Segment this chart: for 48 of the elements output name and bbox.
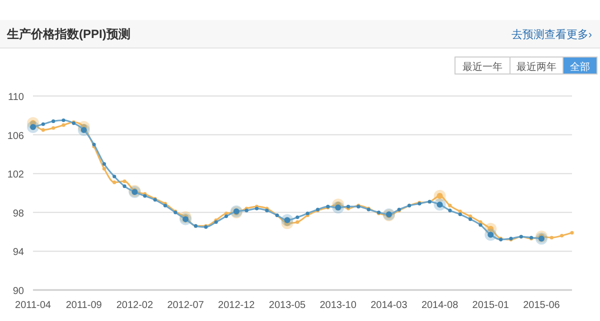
point [296,220,300,224]
point [448,208,452,212]
point [468,214,472,218]
point [102,166,106,171]
point [122,184,126,188]
x-tick-label: 2012-12 [218,300,256,311]
button: 全部 [562,56,598,74]
x-tick-label: 2014-08 [421,300,459,311]
point [224,214,228,218]
y-tick-label: 90 [12,286,24,297]
point [224,212,228,216]
x-tick-label: 2014-03 [370,300,408,311]
point [570,230,574,235]
y-tick-label: 110 [8,92,24,103]
y-tick-label: 106 [7,130,24,142]
x-tick-label: 2013-05 [268,300,306,311]
text: 去预测查看更多› [511,28,592,41]
button: 最近两年 [510,56,564,74]
x-tick-label: 2015-01 [472,300,510,311]
point [41,122,45,126]
y-tick-label: 98 [12,208,24,220]
point [468,217,472,221]
point [458,210,462,214]
point [560,234,564,238]
point [478,223,482,227]
point [112,180,116,184]
x-tick-label: 2011-04 [15,300,52,311]
chart-title: 生产价格指数(PPI)预测 [6,27,130,41]
y-tick-label: 102 [7,170,24,181]
y-tick-label: 94 [12,247,24,258]
point [52,119,56,124]
x-tick-label: 2012-07 [167,300,204,311]
x-tick-label: 2012-02 [116,300,154,311]
point [62,118,66,122]
x-tick-label: 2015-06 [523,300,560,311]
x-tick-label: 2013-10 [320,300,357,311]
point [296,215,300,220]
point [458,212,462,216]
point [550,236,554,240]
point [52,126,56,130]
point [448,204,452,208]
point [112,174,116,178]
point [62,123,66,127]
point [102,162,106,166]
point [41,128,45,132]
x-tick-label: 2011-09 [66,300,102,311]
point [122,180,126,184]
button: 最近一年 [454,56,510,74]
